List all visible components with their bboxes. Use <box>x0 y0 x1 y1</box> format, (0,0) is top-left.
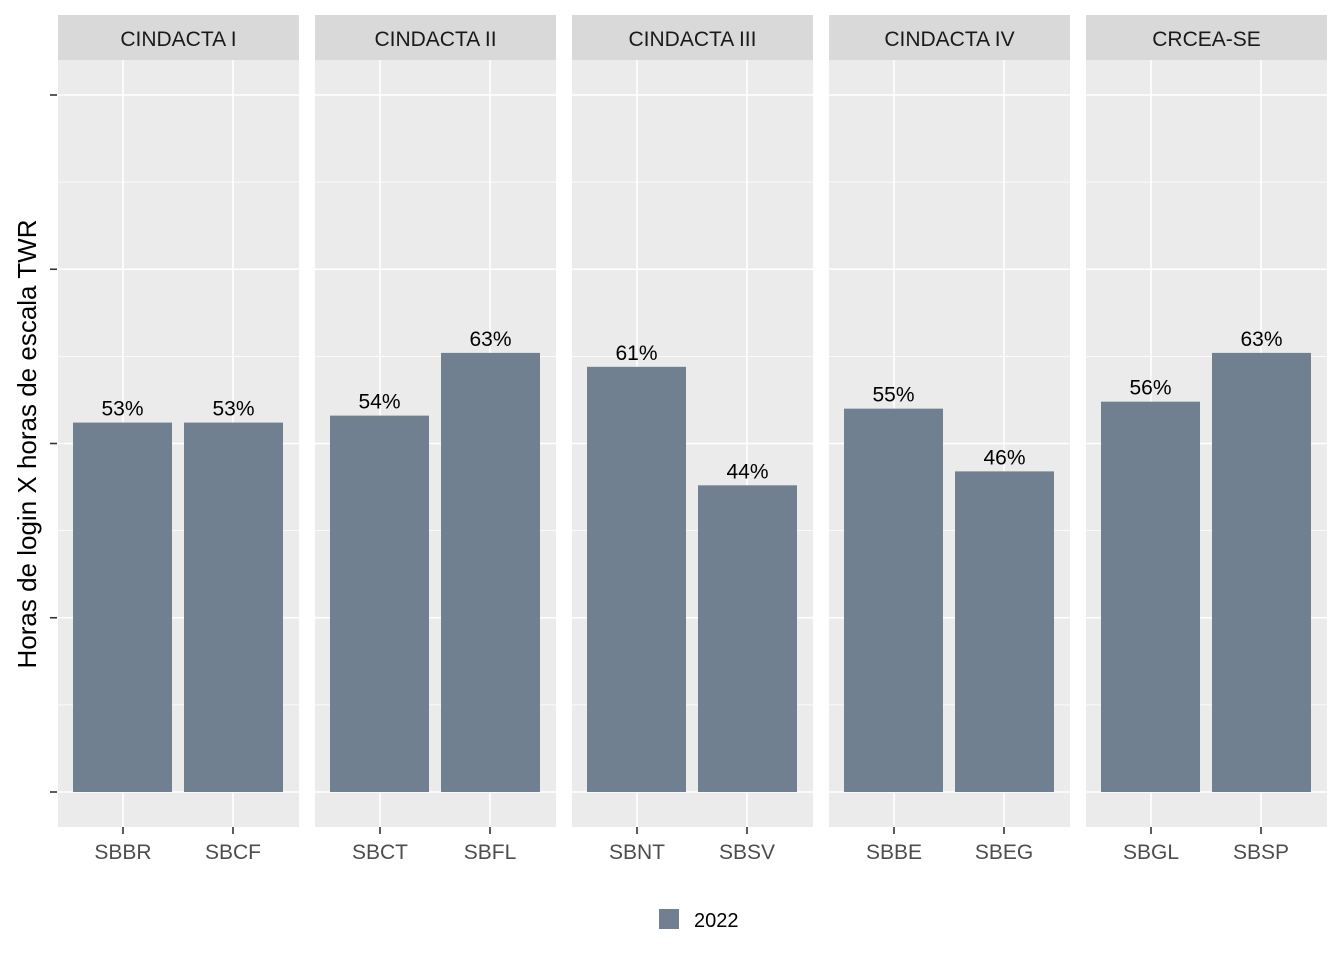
y-axis <box>50 94 57 793</box>
x-tick-label: SBNT <box>609 841 665 864</box>
facet-panel: CINDACTA II 54% SBCT 63% SBFL <box>315 15 556 864</box>
facet-strip <box>572 15 813 60</box>
bar-data-label: 56% <box>1129 377 1171 400</box>
facet-title: CINDACTA I <box>120 28 236 51</box>
bar <box>1212 352 1311 792</box>
y-axis-label: Horas de login X horas de escala TWR <box>12 220 42 669</box>
bar <box>73 422 172 792</box>
bar-data-label: 63% <box>1240 328 1282 351</box>
legend: 2022 <box>659 909 739 932</box>
bar-data-label: 54% <box>358 391 400 414</box>
x-tick-label: SBBR <box>94 841 151 864</box>
bar <box>184 422 283 792</box>
facet-panel: CINDACTA IV 55% SBBE 46% SBEG <box>829 15 1070 864</box>
facet-strip <box>58 15 299 60</box>
bar-data-label: 46% <box>983 446 1025 469</box>
bar <box>698 485 797 792</box>
facet-title: CRCEA-SE <box>1152 28 1261 51</box>
facet-title: CINDACTA IV <box>884 28 1014 51</box>
facet-title: CINDACTA II <box>374 28 496 51</box>
bar-data-label: 63% <box>469 328 511 351</box>
facet-strip <box>1086 15 1327 60</box>
bar-data-label: 53% <box>212 398 254 421</box>
x-tick-label: SBBE <box>866 841 922 864</box>
x-tick-label: SBGL <box>1123 841 1179 864</box>
x-tick-label: SBSP <box>1233 841 1289 864</box>
x-tick-label: SBCF <box>205 841 261 864</box>
bar-data-label: 44% <box>726 460 768 483</box>
x-tick-label: SBCT <box>352 841 408 864</box>
facet-panel: CINDACTA I 53% SBBR 53% SBCF <box>58 15 299 864</box>
facet-panel: CINDACTA III 61% SBNT 44% SBSV <box>572 15 813 864</box>
x-tick-label: SBFL <box>464 841 517 864</box>
bar-data-label: 53% <box>101 398 143 421</box>
legend-key-2022 <box>659 909 679 929</box>
facet-panel: CRCEA-SE 56% SBGL 63% SBSP <box>1086 15 1327 864</box>
facet-strip <box>315 15 556 60</box>
facet-title: CINDACTA III <box>629 28 757 51</box>
bar <box>587 366 686 792</box>
bar-data-label: 55% <box>872 384 914 407</box>
bar <box>955 471 1054 792</box>
bar <box>1101 401 1200 792</box>
bar-data-label: 61% <box>615 342 657 365</box>
legend-label-2022: 2022 <box>694 910 739 932</box>
bar <box>844 408 943 792</box>
facet-panels: CINDACTA I 53% SBBR 53% SBCF CINDACTA II 54% SB… <box>58 15 1327 864</box>
bar <box>330 415 429 792</box>
x-tick-label: SBSV <box>719 841 775 864</box>
facet-strip <box>829 15 1070 60</box>
bar <box>441 352 540 792</box>
x-tick-label: SBEG <box>975 841 1033 864</box>
